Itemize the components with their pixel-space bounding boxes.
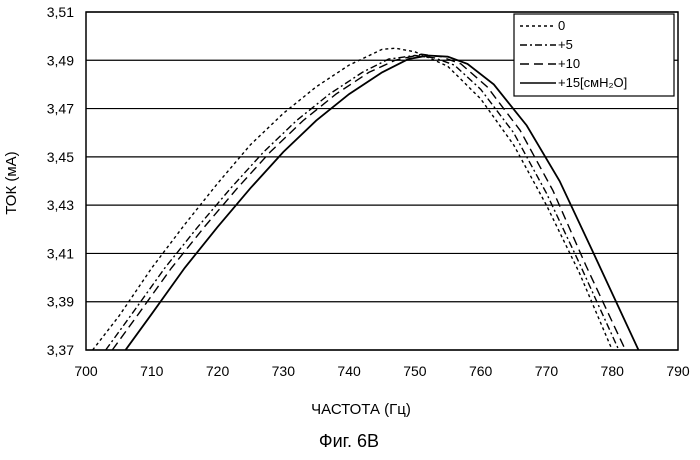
y-tick-label: 3,43: [47, 197, 74, 213]
series-line: [112, 54, 625, 350]
x-tick-label: 770: [535, 363, 559, 379]
y-tick-label: 3,37: [47, 342, 74, 358]
x-axis-title: ЧАСТОТА (Гц): [311, 401, 411, 418]
series-line: [126, 56, 639, 351]
figure-caption: Фиг. 6В: [319, 431, 379, 451]
x-tick-label: 750: [403, 363, 427, 379]
x-tick-label: 730: [272, 363, 296, 379]
x-tick-label: 780: [601, 363, 625, 379]
series-line: [106, 56, 619, 351]
x-tick-labels: 700 710 720 730 740 750 760 770 780 790: [74, 363, 690, 379]
y-tick-label: 3,39: [47, 294, 74, 310]
x-tick-label: 720: [206, 363, 230, 379]
x-tick-label: 700: [74, 363, 98, 379]
legend-label: +15[смH₂O]: [558, 75, 627, 90]
x-tick-label: 760: [469, 363, 493, 379]
x-tick-label: 790: [666, 363, 690, 379]
y-tick-label: 3,49: [47, 52, 74, 68]
y-tick-label: 3,45: [47, 149, 74, 165]
x-tick-label: 710: [140, 363, 164, 379]
x-tick-label: 740: [337, 363, 361, 379]
legend-label: +10: [558, 56, 580, 71]
y-tick-label: 3,47: [47, 101, 74, 117]
y-axis-title: ТОК (мА): [3, 151, 20, 214]
legend-label: +5: [558, 37, 573, 52]
legend: 0 +5 +10 +15[смH₂O]: [514, 14, 674, 96]
y-tick-labels: 3,37 3,39 3,41 3,43 3,45 3,47 3,49 3,51: [47, 4, 74, 358]
legend-label: 0: [558, 18, 565, 33]
y-tick-label: 3,41: [47, 245, 74, 261]
y-tick-label: 3,51: [47, 4, 74, 20]
